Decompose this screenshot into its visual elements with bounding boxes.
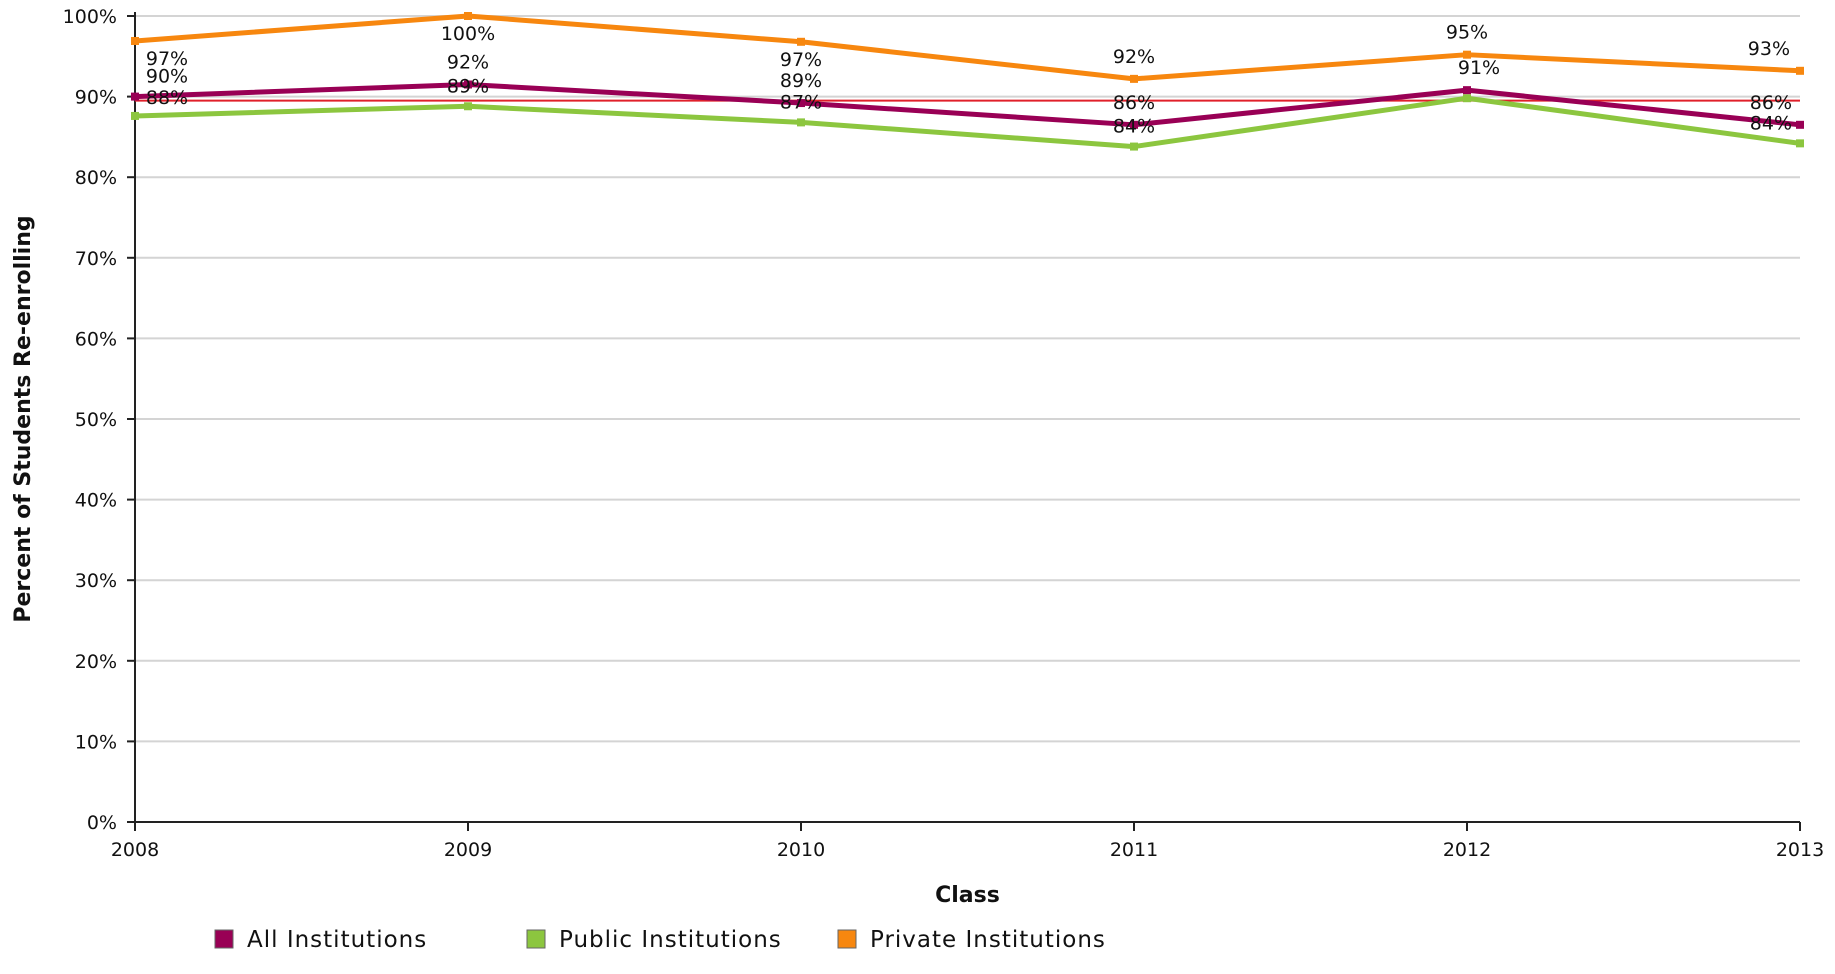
data-label: 97% <box>146 48 188 70</box>
data-label: 86% <box>1113 92 1155 114</box>
y-tick-label: 40% <box>75 490 117 512</box>
axes: 0% 10% 20% 30% 40% 50% 60% 70% 80% 90% 100% 2008 200… <box>63 6 1825 861</box>
data-point <box>1796 120 1804 129</box>
data-point <box>1796 66 1804 75</box>
y-tick-label: 30% <box>75 570 117 592</box>
legend: All Institutions Public Institutions Priva… <box>214 927 1106 953</box>
data-label: 95% <box>1446 22 1488 44</box>
data-label: 93% <box>1748 38 1790 60</box>
data-point <box>131 92 139 101</box>
x-tick-label: 2013 <box>1776 839 1824 861</box>
data-point <box>1463 94 1471 103</box>
y-tick-label: 70% <box>75 248 117 270</box>
data-label: 87% <box>780 91 822 113</box>
y-tick-label: 20% <box>75 651 117 673</box>
data-label: 84% <box>1750 112 1792 134</box>
gridlines <box>135 15 1800 743</box>
data-point <box>464 102 472 111</box>
legend-label: All Institutions <box>247 927 427 953</box>
data-labels: 90%92%89%86%91%86%88%89%87%84% 84%97%100%… <box>146 22 1792 138</box>
data-point <box>797 99 805 108</box>
data-point <box>131 111 139 120</box>
data-point <box>1463 86 1471 95</box>
y-tick-label: 100% <box>63 6 117 28</box>
data-label: 91% <box>1458 57 1500 79</box>
legend-swatch <box>837 929 857 949</box>
x-tick-label: 2010 <box>777 839 825 861</box>
x-tick-label: 2011 <box>1110 839 1158 861</box>
data-label: 97% <box>780 49 822 71</box>
legend-swatch <box>526 929 546 949</box>
data-label: 90% <box>146 66 188 88</box>
data-point <box>797 118 805 127</box>
series-lines <box>131 12 1804 151</box>
y-tick-label: 60% <box>75 328 117 350</box>
legend-label: Private Institutions <box>870 927 1106 953</box>
data-point <box>131 36 139 45</box>
y-tick-label: 90% <box>75 87 117 109</box>
data-point <box>1130 142 1138 151</box>
data-label: 84% <box>1113 116 1155 138</box>
y-tick-label: 50% <box>75 409 117 431</box>
data-point <box>1463 50 1471 59</box>
data-point <box>464 80 472 89</box>
x-tick-label: 2008 <box>111 839 159 861</box>
series-line <box>134 13 1801 82</box>
data-label: 100% <box>441 23 495 45</box>
legend-label: Public Institutions <box>559 927 782 953</box>
legend-swatch <box>214 929 234 949</box>
data-label: 86% <box>1750 92 1792 114</box>
y-tick-label: 0% <box>87 812 117 834</box>
series-line <box>134 95 1801 150</box>
data-label: 92% <box>1113 46 1155 68</box>
data-point <box>1130 120 1138 129</box>
data-label: 89% <box>780 70 822 92</box>
data-point <box>1796 139 1804 148</box>
y-axis-title: Percent of Students Re-enrolling <box>11 215 36 622</box>
data-label: 88% <box>146 87 188 109</box>
data-point <box>1130 74 1138 83</box>
data-label: 92% <box>447 52 489 74</box>
series-line <box>134 82 1801 128</box>
y-tick-label: 80% <box>75 167 117 189</box>
x-tick-label: 2012 <box>1443 839 1491 861</box>
x-tick-label: 2009 <box>444 839 492 861</box>
data-point <box>464 12 472 20</box>
data-point <box>797 37 805 46</box>
y-tick-label: 10% <box>75 731 117 753</box>
data-label: 89% <box>447 75 489 97</box>
x-axis-title: Class <box>935 883 1000 908</box>
